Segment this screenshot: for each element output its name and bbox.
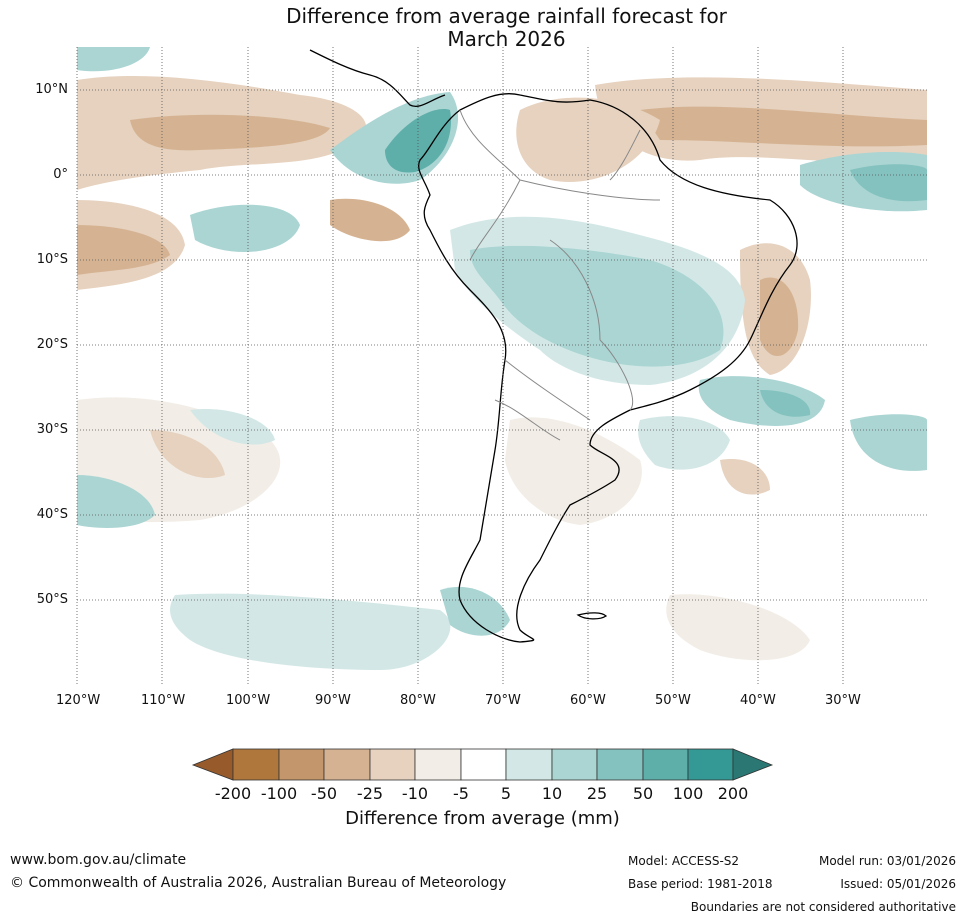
disclaimer: Boundaries are not considered authoritat… [690, 900, 956, 914]
dry-region-patagonia-shelf [505, 417, 642, 525]
wet-region-cape-horn [440, 586, 510, 636]
colorbar-tick: -5 [453, 784, 469, 803]
model-run-date: Model run: 03/01/2026 [818, 854, 956, 868]
colorbar-bin [414, 748, 462, 781]
wet-region-argentina-shelf [638, 416, 730, 470]
colorbar-bin [687, 748, 734, 781]
colorbar-bin [323, 748, 371, 781]
lon-label: 120°W [56, 693, 101, 708]
wet-region-atlantic-equator-core [850, 164, 927, 202]
lon-label: 100°W [226, 693, 271, 708]
issued-date: Issued: 05/01/2026 [840, 877, 956, 891]
dry-region-atlantic-south [666, 594, 810, 661]
lon-label: 110°W [141, 693, 186, 708]
wet-region-pacific-southwest [77, 475, 155, 528]
lon-label: 50°W [655, 693, 691, 708]
lon-label: 90°W [315, 693, 351, 708]
colorbar-tick: 25 [586, 784, 608, 803]
colorbar-bin [369, 748, 416, 781]
lat-label: 50°S [36, 592, 68, 607]
dry-region-west-edge-core [77, 225, 170, 275]
lon-label: 40°W [740, 693, 776, 708]
colorbar-bin [505, 748, 553, 781]
anomaly-field [77, 47, 927, 685]
colorbar-tick: -25 [356, 784, 384, 803]
colorbar-bin [596, 748, 644, 781]
national-borders [459, 109, 661, 441]
coastlines [309, 49, 798, 643]
lon-label: 80°W [400, 693, 436, 708]
lon-label: 60°W [570, 693, 606, 708]
wet-region-southeast-brazil-core [760, 390, 811, 417]
falklands [576, 612, 608, 620]
colorbar-tick: 50 [632, 784, 654, 803]
colorbar-bin [551, 748, 598, 781]
wet-region-pacific-south [190, 204, 300, 252]
lat-label: 0° [53, 167, 68, 182]
lat-label: 10°N [35, 82, 68, 97]
colorbar-tick: -50 [310, 784, 338, 803]
lon-label: 30°W [825, 693, 861, 708]
colorbar-tick: -100 [260, 784, 298, 803]
dry-region-east-pacific-core [130, 114, 330, 151]
dry-region-pacific-south-core [150, 430, 225, 478]
wet-region-atlantic-south [850, 414, 927, 471]
colorbar-tick: 5 [500, 784, 512, 803]
copyright-text: © Commonwealth of Australia 2026, Austra… [10, 875, 507, 891]
lat-label: 20°S [36, 337, 68, 352]
lat-label: 40°S [36, 507, 68, 522]
colorbar-extend-high [732, 748, 774, 781]
central-america-coast [309, 49, 446, 107]
colorbar [191, 748, 774, 781]
model-name: Model: ACCESS-S2 [628, 854, 740, 868]
colorbar-bin [232, 748, 280, 781]
gridlines [76, 47, 927, 685]
border-lines [459, 109, 661, 441]
lat-label: 30°S [36, 422, 68, 437]
wet-region-pacific-top [77, 47, 150, 72]
colorbar-bin [460, 748, 507, 781]
colorbar-tick: -200 [214, 784, 252, 803]
dry-region-atlantic-north-core [640, 106, 927, 147]
chart-title-line-1: Difference from average rainfall forecas… [286, 4, 727, 28]
lat-label: 10°S [36, 252, 68, 267]
colorbar-bin [642, 748, 689, 781]
wet-region-far-south [170, 593, 451, 670]
lon-label: 70°W [485, 693, 521, 708]
wet-region-pacific-south-scatter [190, 409, 275, 445]
colorbar-tick: 200 [717, 784, 749, 803]
chart-title-line-2: March 2026 [447, 27, 566, 51]
wet-region-amazon-core [470, 245, 724, 367]
colorbar-bin [278, 748, 325, 781]
colorbar-label: Difference from average (mm) [345, 808, 620, 829]
colorbar-tick: -10 [401, 784, 429, 803]
dry-region-south-atlantic-patch [720, 459, 770, 495]
dry-region-galapagos [330, 198, 410, 242]
base-period: Base period: 1981-2018 [628, 877, 773, 891]
colorbar-tick: 100 [672, 784, 704, 803]
website-link[interactable]: www.bom.gov.au/climate [10, 852, 187, 868]
colorbar-tick: 10 [541, 784, 563, 803]
colorbar-extend-low [191, 748, 234, 781]
south-america-coast [418, 93, 798, 643]
